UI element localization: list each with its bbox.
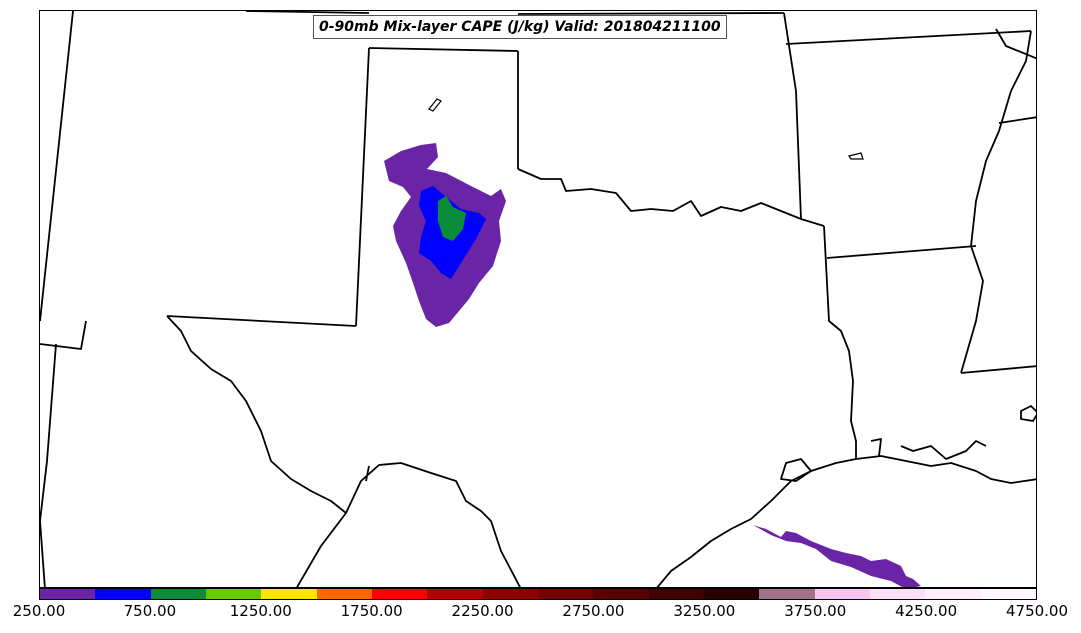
- colorbar-tick-label: 750.00: [123, 602, 177, 620]
- border-mexico-coahuila: [365, 465, 370, 482]
- border-tennessee: [998, 116, 1036, 124]
- colorbar-swatch: [150, 589, 206, 599]
- border-arkansas-louisiana: [826, 245, 977, 259]
- colorbar-swatch: [703, 589, 760, 599]
- border-oklahoma-kansas: [517, 12, 785, 15]
- border-red-river: [517, 168, 825, 227]
- colorbar-tick-label: 1750.00: [340, 602, 403, 620]
- colorbar-swatch: [371, 589, 428, 599]
- colorbar-tick-label: 3750.00: [784, 602, 847, 620]
- colorbar-swatch: [648, 589, 704, 599]
- border-missouri-arkansas: [785, 30, 1032, 45]
- colorbar-swatch: [95, 589, 151, 599]
- cape-contours: [384, 143, 921, 587]
- map-frame: [39, 10, 1037, 588]
- colorbar-swatch: [980, 589, 1036, 599]
- colorbar-tick-label: 2250.00: [451, 602, 514, 620]
- border-louisiana-mississippi: [960, 365, 1036, 374]
- coastline-gulf: [656, 455, 1036, 587]
- border-newmexico-east: [355, 47, 370, 327]
- lake-arkansas: [848, 152, 864, 160]
- border-kansas-north: [245, 11, 370, 14]
- colorbar-swatch: [814, 589, 870, 599]
- colorbar-tick-label: 2750.00: [562, 602, 625, 620]
- map-canvas: [40, 11, 1036, 587]
- lakes: [428, 98, 864, 160]
- border-mississippi-river: [960, 30, 1032, 374]
- border-baja: [40, 343, 57, 587]
- border-texas-east: [823, 225, 857, 459]
- colorbar-swatch: [869, 589, 926, 599]
- colorbar-swatch: [205, 589, 262, 599]
- colorbar-swatch: [759, 589, 815, 599]
- colorbar: [39, 588, 1037, 600]
- cape-1000-1250-region: [438, 196, 466, 241]
- colorbar-tick-label: 1250.00: [229, 602, 292, 620]
- border-newmexico-north: [368, 47, 519, 52]
- coastline-louisiana-bays: [900, 440, 987, 460]
- coastline-mississippi-sound: [1020, 405, 1036, 422]
- border-west-colorado-newmexico: [40, 11, 74, 322]
- border-kentucky: [995, 28, 1036, 60]
- colorbar-swatch: [482, 589, 538, 599]
- coastline-texas-bays: [780, 458, 812, 482]
- border-mexico-chihuahua: [296, 512, 347, 587]
- colorbar-swatch: [427, 589, 483, 599]
- state-borders: [40, 11, 1036, 587]
- colorbar-tick-label: 4750.00: [1005, 602, 1069, 620]
- colorbar-tick-label: 250.00: [12, 602, 66, 620]
- border-oklahoma-east: [783, 12, 802, 220]
- border-arizona-mexico: [40, 320, 87, 350]
- colorbar-swatch: [537, 589, 594, 599]
- map-title: 0-90mb Mix-layer CAPE (J/kg) Valid: 2018…: [313, 15, 727, 39]
- colorbar-swatch: [593, 589, 649, 599]
- colorbar-swatch: [261, 589, 317, 599]
- colorbar-tick-label: 3250.00: [673, 602, 736, 620]
- lake-newmexico: [428, 98, 442, 112]
- colorbar-tick-label: 4250.00: [895, 602, 958, 620]
- colorbar-swatch: [40, 589, 96, 599]
- border-newmexico-south: [166, 315, 357, 327]
- coastline-galveston: [870, 438, 882, 457]
- colorbar-tick-labels: 250.00 750.00 1250.00 1750.00 2250.00 2750.00…: [0, 600, 1081, 626]
- colorbar-swatch: [925, 589, 981, 599]
- border-rio-grande: [166, 315, 521, 587]
- colorbar-swatch: [316, 589, 372, 599]
- cape-gulf-region: [753, 525, 921, 587]
